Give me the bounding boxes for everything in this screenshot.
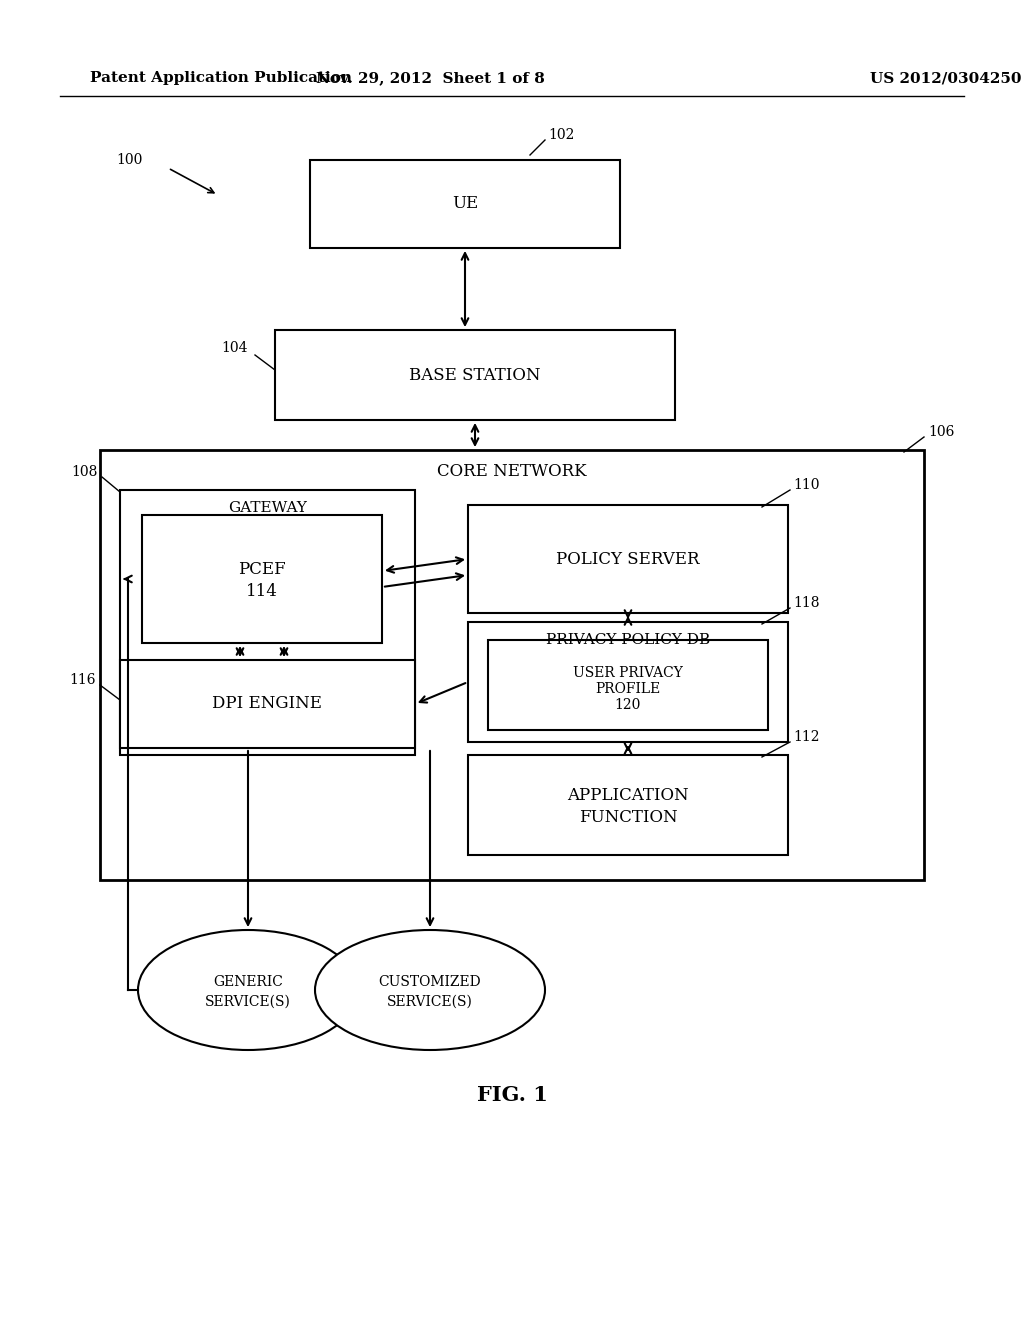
Text: 108: 108 xyxy=(72,465,98,479)
Text: US 2012/0304250 A1: US 2012/0304250 A1 xyxy=(870,71,1024,84)
Text: 116: 116 xyxy=(70,673,96,686)
Bar xyxy=(100,450,924,880)
Ellipse shape xyxy=(138,931,358,1049)
Text: 102: 102 xyxy=(548,128,574,143)
Ellipse shape xyxy=(315,931,545,1049)
Text: DPI ENGINE: DPI ENGINE xyxy=(213,696,323,713)
Text: 104: 104 xyxy=(221,341,248,355)
Text: PRIVACY POLICY DB: PRIVACY POLICY DB xyxy=(546,634,710,647)
Bar xyxy=(120,660,415,748)
Bar xyxy=(120,490,415,755)
Bar xyxy=(468,622,788,742)
Text: USER PRIVACY: USER PRIVACY xyxy=(573,667,683,680)
Text: POLICY SERVER: POLICY SERVER xyxy=(556,550,699,568)
Bar xyxy=(468,506,788,612)
Bar xyxy=(488,640,768,730)
Text: 120: 120 xyxy=(614,698,641,711)
Text: UE: UE xyxy=(452,195,478,213)
Text: SERVICE(S): SERVICE(S) xyxy=(387,995,473,1008)
Text: GATEWAY: GATEWAY xyxy=(228,502,307,515)
Text: GENERIC: GENERIC xyxy=(213,975,283,989)
Text: 118: 118 xyxy=(793,597,819,610)
Text: FUNCTION: FUNCTION xyxy=(579,808,677,825)
Text: PCEF: PCEF xyxy=(239,561,286,578)
Text: 100: 100 xyxy=(117,153,143,168)
Text: CUSTOMIZED: CUSTOMIZED xyxy=(379,975,481,989)
Bar xyxy=(142,515,382,643)
Text: 112: 112 xyxy=(793,730,819,744)
Text: APPLICATION: APPLICATION xyxy=(567,787,689,804)
Text: 114: 114 xyxy=(246,582,278,599)
Text: 110: 110 xyxy=(793,478,819,492)
Text: Patent Application Publication: Patent Application Publication xyxy=(90,71,352,84)
Bar xyxy=(310,160,620,248)
Text: BASE STATION: BASE STATION xyxy=(410,367,541,384)
Bar xyxy=(468,755,788,855)
Text: CORE NETWORK: CORE NETWORK xyxy=(437,463,587,480)
Text: PROFILE: PROFILE xyxy=(595,682,660,696)
Text: FIG. 1: FIG. 1 xyxy=(476,1085,548,1105)
Bar xyxy=(275,330,675,420)
Text: SERVICE(S): SERVICE(S) xyxy=(205,995,291,1008)
Text: 106: 106 xyxy=(928,425,954,440)
Text: Nov. 29, 2012  Sheet 1 of 8: Nov. 29, 2012 Sheet 1 of 8 xyxy=(315,71,545,84)
